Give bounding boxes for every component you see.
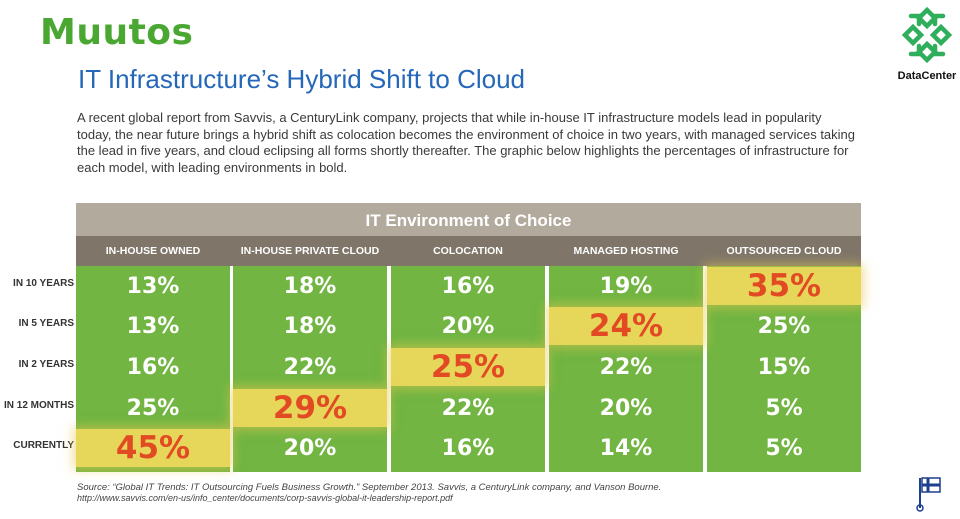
column-header: MANAGED HOSTING xyxy=(573,245,679,257)
leader-highlight xyxy=(391,348,545,386)
table-cell: 16% xyxy=(441,274,495,299)
source-url: http://www.savvis.com/en-us/info_center/… xyxy=(77,493,453,503)
datacenter-logo: DataCenter xyxy=(894,4,960,82)
column-header: OUTSOURCED CLOUD xyxy=(726,245,842,257)
leader-highlight xyxy=(549,307,703,345)
table-cell: 35% xyxy=(746,268,822,304)
table-cell: 16% xyxy=(126,355,180,380)
column-background xyxy=(233,266,387,472)
table-cell: 14% xyxy=(599,436,653,461)
source-citation: Source: “Global IT Trends: IT Outsourcin… xyxy=(77,482,662,493)
column-header: IN-HOUSE PRIVATE CLOUD xyxy=(240,245,380,257)
leader-highlight xyxy=(233,389,387,427)
table-cell: 13% xyxy=(126,274,180,299)
table-cell: 22% xyxy=(441,396,495,421)
table-cell: 19% xyxy=(599,274,653,299)
table-cell: 24% xyxy=(588,308,664,344)
column-header-row: IN-HOUSE OWNED IN-HOUSE PRIVATE CLOUD COLO… xyxy=(76,236,861,266)
page-title: IT Infrastructure’s Hybrid Shift to Clou… xyxy=(78,64,526,94)
table-cell: 25% xyxy=(430,349,506,385)
row-label: IN 5 YEARS xyxy=(18,318,74,329)
table-cell: 16% xyxy=(441,436,495,461)
table-cell: 25% xyxy=(126,396,180,421)
intro-paragraph: A recent global report from Savvis, a Ce… xyxy=(77,110,856,175)
column-background xyxy=(549,266,703,472)
column-header: IN-HOUSE OWNED xyxy=(105,245,201,257)
table-title: IT Environment of Choice xyxy=(76,203,861,236)
finland-flag-icon xyxy=(914,474,944,514)
table-cell: 18% xyxy=(283,274,337,299)
table-cell: 22% xyxy=(283,355,337,380)
table-cell: 22% xyxy=(599,355,653,380)
table-cell: 13% xyxy=(126,314,180,339)
table-cell: 25% xyxy=(757,314,811,339)
logo-label: DataCenter xyxy=(897,70,957,82)
datacenter-logo-icon xyxy=(901,6,953,64)
table-cell: 15% xyxy=(757,355,811,380)
brand-title: Muutos xyxy=(40,12,194,53)
row-label: CURRENTLY xyxy=(13,440,74,451)
table-cell: 18% xyxy=(283,314,337,339)
table-cell: 5% xyxy=(765,396,803,421)
table-cell: 20% xyxy=(599,396,653,421)
table-cell: 45% xyxy=(115,430,191,466)
column-header: COLOCATION xyxy=(433,245,503,257)
row-label: IN 10 YEARS xyxy=(13,278,74,289)
table-cell: 20% xyxy=(283,436,337,461)
table-cell: 5% xyxy=(765,436,803,461)
row-label: IN 12 MONTHS xyxy=(3,400,74,411)
table-cell: 20% xyxy=(441,314,495,339)
leader-highlight xyxy=(76,429,230,467)
leader-highlight xyxy=(707,267,861,305)
table-cell: 29% xyxy=(272,390,348,426)
row-label: IN 2 YEARS xyxy=(18,359,74,370)
